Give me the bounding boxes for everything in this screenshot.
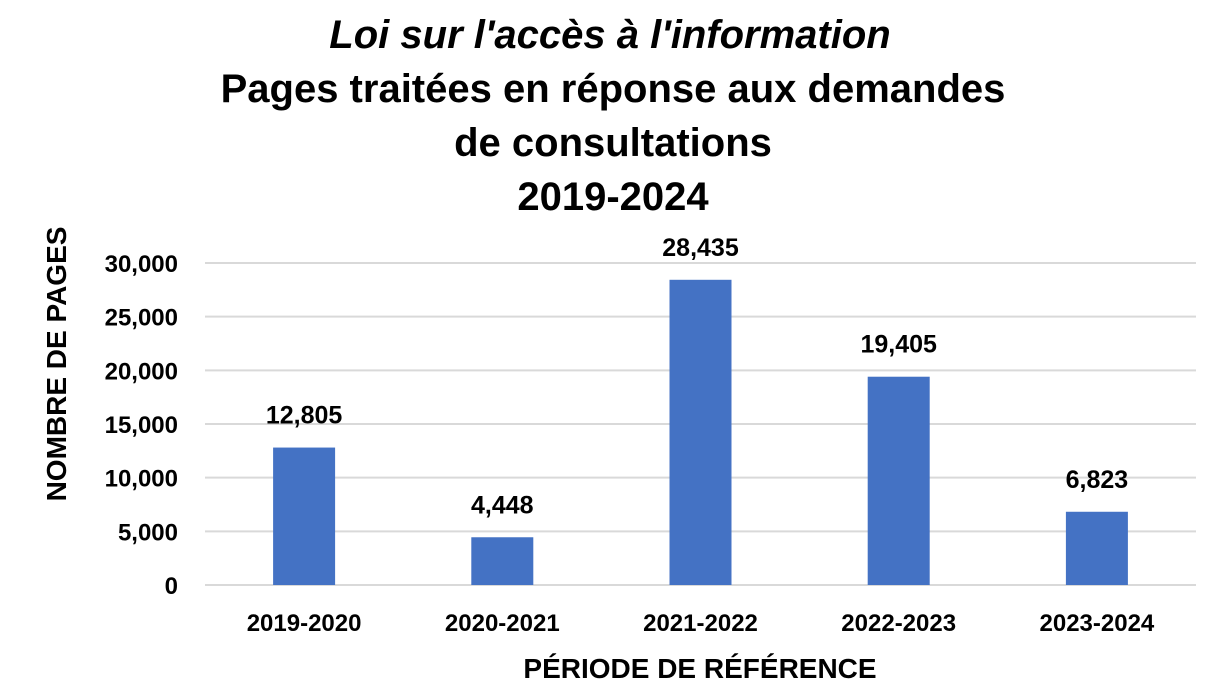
y-tick-label: 20,000	[105, 358, 178, 385]
data-labels: 12,805 4,448 28,435 19,405 6,823	[266, 234, 1128, 519]
bar-2022-2023	[867, 376, 930, 585]
y-tick-label: 15,000	[105, 412, 178, 439]
y-axis-label: NOMBRE DE PAGES	[41, 227, 72, 502]
bar-2020-2021	[471, 537, 534, 585]
y-tick-label: 5,000	[118, 519, 178, 546]
bars	[273, 279, 1128, 585]
x-tick-label: 2021-2022	[643, 610, 758, 637]
data-label: 19,405	[860, 331, 937, 359]
bar-2021-2022	[669, 279, 732, 585]
x-tick-label: 2019-2020	[247, 610, 362, 637]
y-tick-label: 0	[165, 573, 178, 600]
data-label: 4,448	[471, 491, 534, 519]
data-label: 12,805	[266, 402, 343, 430]
x-axis-label: PÉRIODE DE RÉFÉRENCE	[523, 653, 876, 684]
chart-title-line-2: Pages traitées en réponse aux demandes	[220, 67, 1006, 111]
y-tick-labels: 0 5,000 10,000 15,000 20,000 25,000 30,000	[105, 251, 178, 600]
x-tick-label: 2023-2024	[1040, 610, 1155, 637]
bar-2023-2024	[1065, 511, 1128, 585]
chart-title-line-4: 2019-2024	[517, 175, 709, 219]
bar-2019-2020	[273, 447, 336, 585]
chart-title-line-1: Loi sur l'accès à l'information	[329, 13, 891, 57]
x-tick-labels: 2019-2020 2020-2021 2021-2022 2022-2023 2023…	[247, 610, 1155, 637]
y-tick-label: 25,000	[105, 305, 178, 332]
x-tick-label: 2020-2021	[445, 610, 560, 637]
x-tick-label: 2022-2023	[841, 610, 956, 637]
data-label: 6,823	[1066, 466, 1129, 494]
y-tick-label: 30,000	[105, 251, 178, 278]
y-tick-label: 10,000	[105, 466, 178, 493]
chart-title-line-3: de consultations	[454, 121, 772, 165]
data-label: 28,435	[662, 234, 739, 262]
